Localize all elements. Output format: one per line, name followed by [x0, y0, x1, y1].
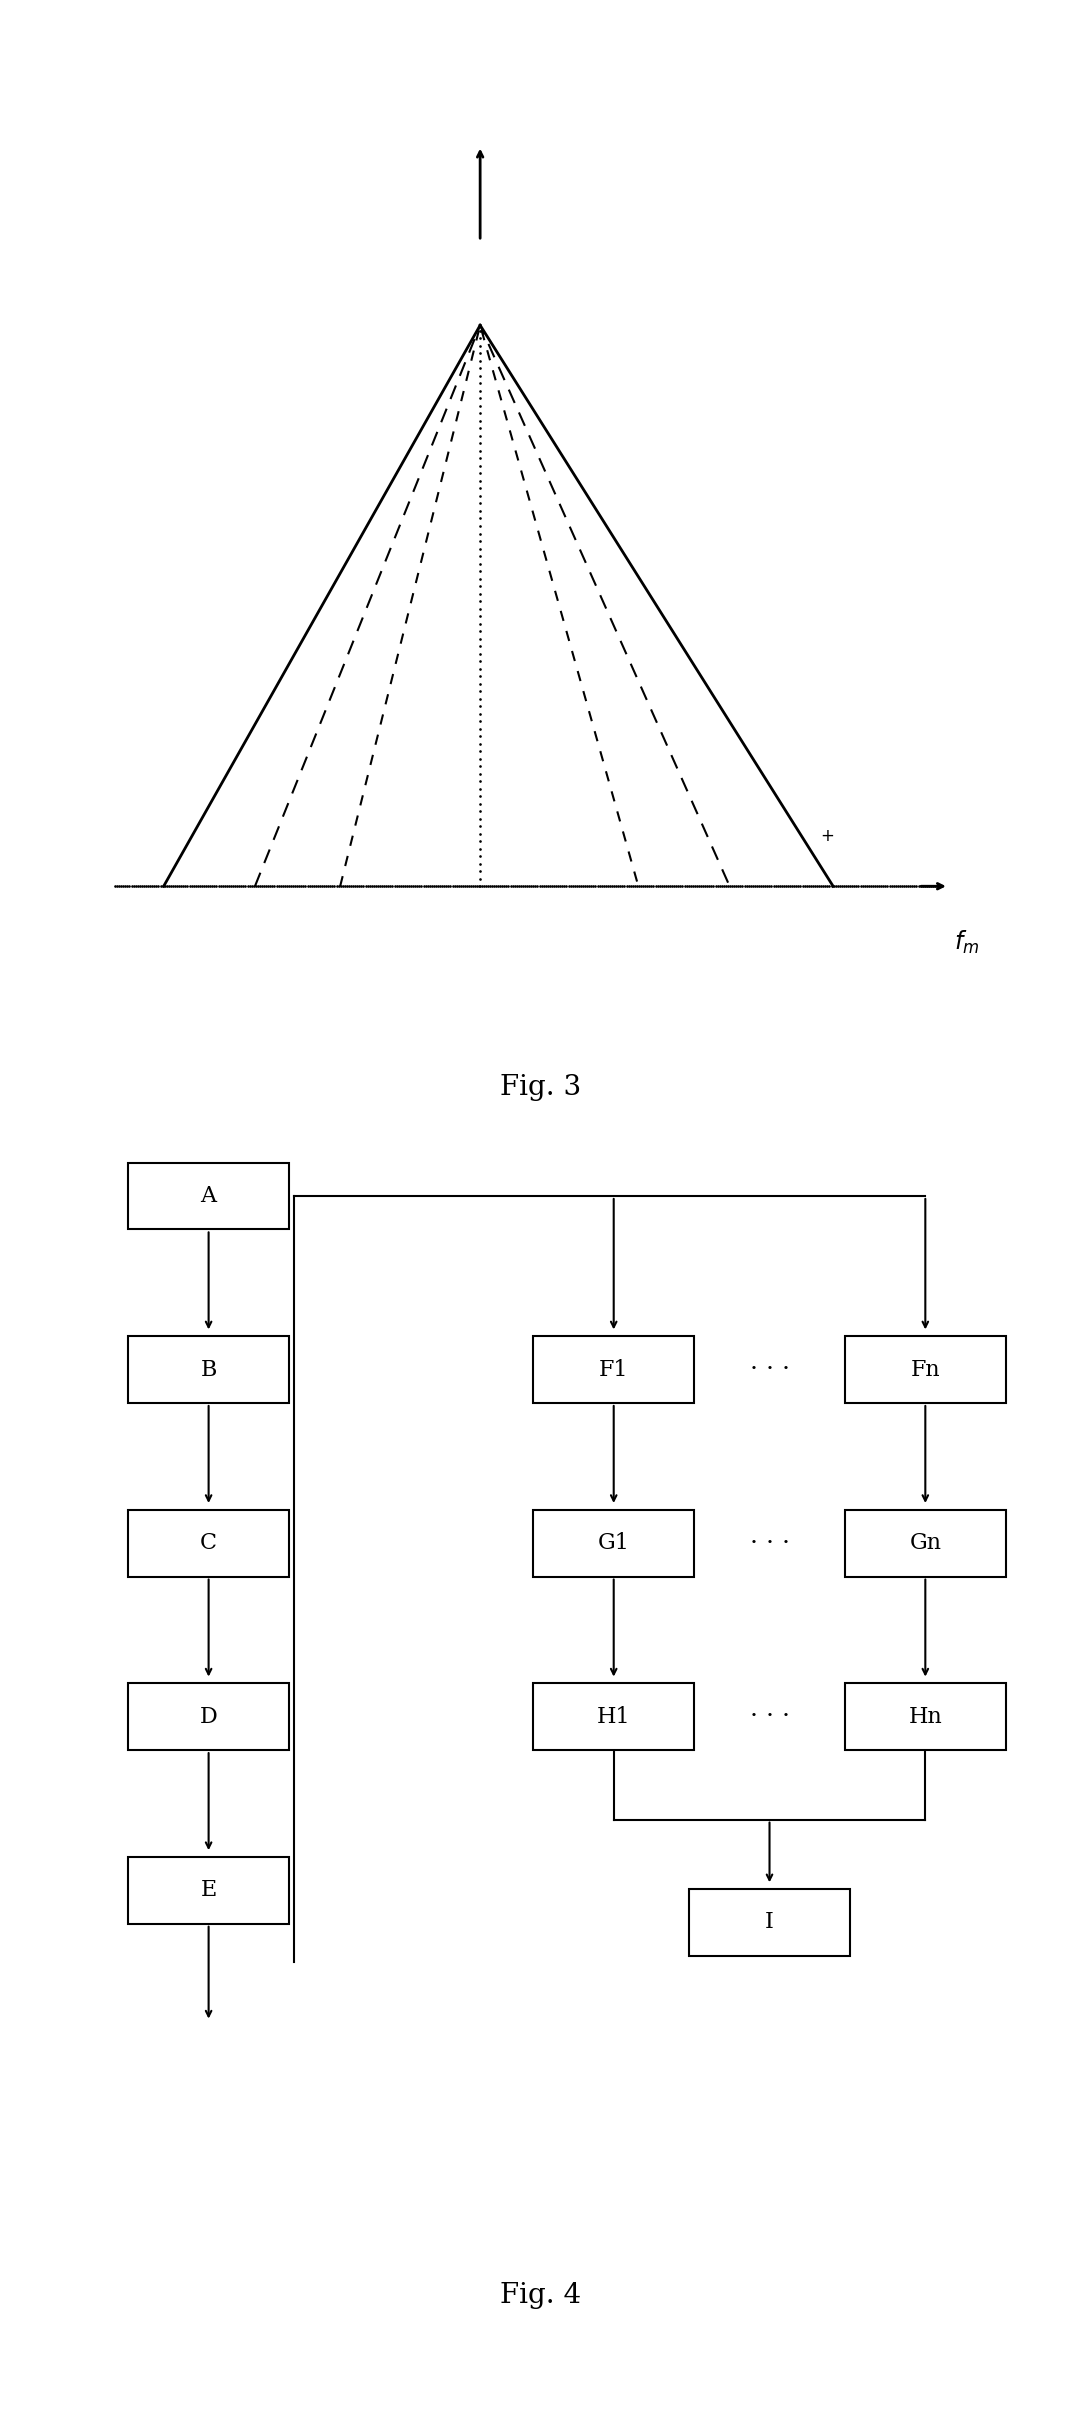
Text: F1: F1 [599, 1359, 629, 1380]
Text: · · ·: · · · [750, 1531, 790, 1555]
Text: +: + [820, 827, 834, 844]
Text: · · ·: · · · [750, 1705, 790, 1727]
Text: C: C [200, 1533, 217, 1555]
Text: Fn: Fn [911, 1359, 940, 1380]
Text: Fig. 4: Fig. 4 [501, 2283, 581, 2310]
FancyBboxPatch shape [533, 1509, 695, 1577]
Text: G1: G1 [597, 1533, 630, 1555]
FancyBboxPatch shape [845, 1337, 1006, 1402]
Text: H1: H1 [597, 1705, 631, 1727]
Text: D: D [200, 1705, 217, 1727]
FancyBboxPatch shape [128, 1162, 289, 1230]
Text: Hn: Hn [909, 1705, 942, 1727]
FancyBboxPatch shape [845, 1509, 1006, 1577]
FancyBboxPatch shape [128, 1856, 289, 1924]
FancyBboxPatch shape [128, 1509, 289, 1577]
FancyBboxPatch shape [533, 1337, 695, 1402]
FancyBboxPatch shape [689, 1890, 850, 1955]
FancyBboxPatch shape [845, 1684, 1006, 1749]
FancyBboxPatch shape [128, 1684, 289, 1749]
FancyBboxPatch shape [533, 1684, 695, 1749]
Text: Fig. 3: Fig. 3 [501, 1075, 581, 1101]
Text: $f_m$: $f_m$ [954, 929, 979, 956]
FancyBboxPatch shape [128, 1337, 289, 1402]
Text: E: E [200, 1880, 216, 1902]
Text: · · ·: · · · [750, 1359, 790, 1380]
Text: A: A [200, 1184, 216, 1208]
Text: B: B [200, 1359, 216, 1380]
Text: I: I [765, 1912, 774, 1934]
Text: Gn: Gn [909, 1533, 941, 1555]
